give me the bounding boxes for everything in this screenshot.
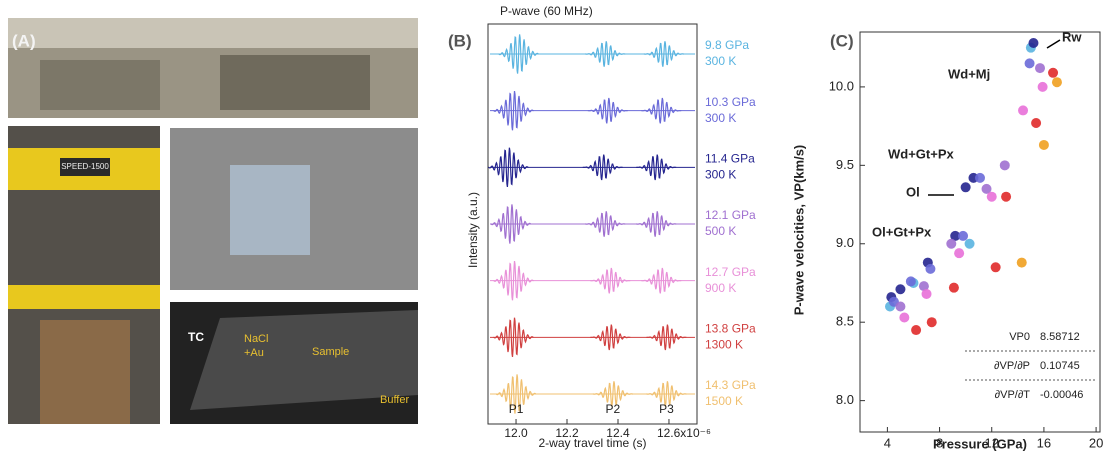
series-name: 12.7 GPa xyxy=(705,265,756,279)
x-tick-label: 12 xyxy=(985,435,999,450)
x-tick-label: 16 xyxy=(1037,435,1051,450)
table-cell: -0.00046 xyxy=(1040,389,1083,401)
annotation: Rw xyxy=(1062,29,1082,44)
table-cell: ∂VP/∂P xyxy=(994,360,1030,372)
data-point xyxy=(906,276,916,286)
data-point xyxy=(946,239,956,249)
data-point xyxy=(987,192,997,202)
x-tick-label: 12.2 xyxy=(555,426,579,440)
series-condition: 300 K xyxy=(705,111,736,125)
data-point xyxy=(949,283,959,293)
data-point xyxy=(1048,68,1058,78)
image-label: +Au xyxy=(244,347,264,359)
data-point xyxy=(1028,38,1038,48)
press-base xyxy=(40,320,130,424)
series-name: 11.4 GPa xyxy=(705,152,755,166)
series-name: 14.3 GPa xyxy=(705,378,756,392)
y-tick-label: 10.0 xyxy=(829,78,854,93)
chart-title: P-wave (60 MHz) xyxy=(500,4,593,18)
series-name: 13.8 GPa xyxy=(705,322,756,336)
panel-label: (A) xyxy=(12,31,36,50)
series-condition: 1300 K xyxy=(705,338,743,352)
series-condition: 500 K xyxy=(705,224,736,238)
series-condition: 300 K xyxy=(705,168,736,182)
data-point xyxy=(1000,160,1010,170)
data-point xyxy=(927,317,937,327)
image-label: NaCl xyxy=(244,333,268,345)
arrow xyxy=(1047,40,1060,48)
press-label: SPEED-1500 xyxy=(61,162,109,171)
cube xyxy=(230,165,310,255)
data-point xyxy=(925,264,935,274)
image-label: Sample xyxy=(312,346,349,358)
data-point xyxy=(922,289,932,299)
image-label: Buffer xyxy=(380,394,409,406)
annotation: Ol+Gt+Px xyxy=(872,224,932,239)
data-point xyxy=(1031,118,1041,128)
data-point xyxy=(895,302,905,312)
press-bottom xyxy=(8,285,160,309)
y-tick-label: 9.0 xyxy=(836,235,854,250)
panel-label: (C) xyxy=(830,31,854,50)
image-label: TC xyxy=(188,330,204,344)
data-point xyxy=(1018,105,1028,115)
data-point xyxy=(1039,140,1049,150)
peak-label: P3 xyxy=(659,402,674,416)
page: High-pressure ultrasonic measurement fig… xyxy=(0,0,1109,460)
peak-label: P1 xyxy=(509,402,524,416)
x-axis-label: Pressure (GPa) xyxy=(933,436,1027,451)
annotation: Wd+Gt+Px xyxy=(888,146,955,161)
x-tick-label: 8 xyxy=(936,435,943,450)
x-tick-label: 20 xyxy=(1089,435,1103,450)
data-point xyxy=(965,239,975,249)
table-cell: VP0 xyxy=(1009,331,1030,343)
data-point xyxy=(895,284,905,294)
series-condition: 900 K xyxy=(705,281,736,295)
y-axis-label: Intensity (a.u.) xyxy=(466,192,480,268)
series-name: 10.3 GPa xyxy=(705,95,756,109)
y-tick-label: 8.5 xyxy=(836,314,854,329)
data-point xyxy=(1017,258,1027,268)
x-tick-label: 12.6x10⁻⁶ xyxy=(657,426,711,440)
y-axis-label: P-wave velocities, VP(km/s) xyxy=(791,145,806,316)
table-cell: ∂VP/∂T xyxy=(995,389,1031,401)
data-point xyxy=(899,312,909,322)
panel-label: (B) xyxy=(448,31,472,50)
data-point xyxy=(961,182,971,192)
annotation: Ol xyxy=(906,184,920,199)
x-tick-label: 12.4 xyxy=(606,426,630,440)
lab-photo-detail xyxy=(40,60,160,110)
data-point xyxy=(1001,192,1011,202)
y-tick-label: 8.0 xyxy=(836,392,854,407)
lab-photo-detail xyxy=(220,55,370,110)
peak-label: P2 xyxy=(606,402,621,416)
lab-photo-ceiling xyxy=(8,18,418,48)
data-point xyxy=(975,173,985,183)
annotation: Wd+Mj xyxy=(948,66,990,81)
data-point xyxy=(991,262,1001,272)
figure: SPEED-1500 TC NaCl +Au Sample Buffer (A)… xyxy=(0,0,1109,455)
data-point xyxy=(1052,77,1062,87)
table-cell: 8.58712 xyxy=(1040,331,1080,343)
series-name: 12.1 GPa xyxy=(705,208,756,222)
data-point xyxy=(1038,82,1048,92)
data-point xyxy=(1035,63,1045,73)
data-point xyxy=(911,325,921,335)
x-tick-label: 12.0 xyxy=(504,426,528,440)
data-point xyxy=(954,248,964,258)
y-tick-label: 9.5 xyxy=(836,157,854,172)
body: { "panel_labels": ["(A)", "(B)", "(C)"],… xyxy=(0,0,1109,460)
series-name: 9.8 GPa xyxy=(705,38,749,52)
data-point xyxy=(1025,58,1035,68)
series-condition: 300 K xyxy=(705,54,736,68)
data-point xyxy=(958,231,968,241)
x-tick-label: 4 xyxy=(884,435,891,450)
table-cell: 0.10745 xyxy=(1040,360,1080,372)
series-condition: 1500 K xyxy=(705,394,743,408)
